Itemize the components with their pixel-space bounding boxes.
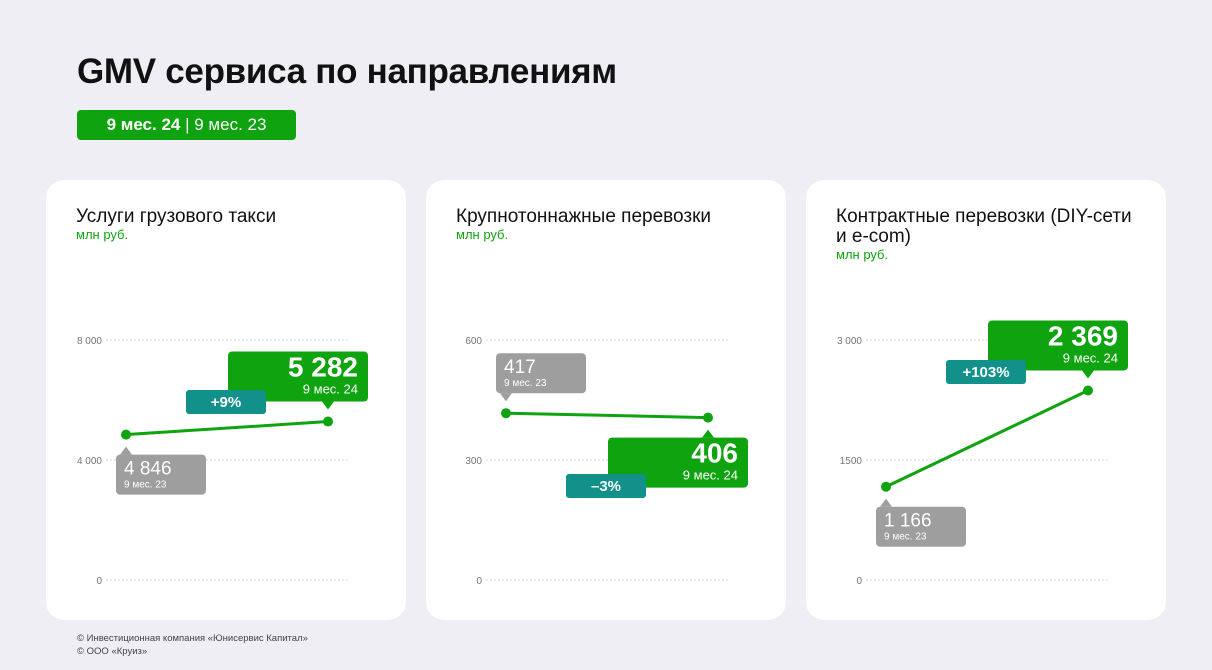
chart-unit: млн руб. [76, 227, 129, 242]
period-label: 9 мес. 24 [1063, 350, 1118, 365]
change-badge [186, 390, 266, 414]
period-toggle[interactable]: 9 мес. 24 | 9 мес. 23 [77, 110, 296, 140]
footer-line: © Инвестиционная компания «Юнисервис Кап… [77, 633, 308, 644]
y-tick-label: 300 [465, 456, 482, 467]
chart-unit: млн руб. [836, 247, 889, 262]
footer-copyright: © Инвестиционная компания «Юнисервис Кап… [77, 632, 308, 658]
period-label: 9 мес. 23 [124, 480, 167, 491]
y-tick-label: 8 000 [77, 336, 102, 347]
page-title: GMV сервиса по направлениям [77, 52, 617, 91]
y-tick-label: 1500 [840, 456, 863, 467]
value-callout [228, 351, 368, 402]
chart-title: Контрактные перевозки (DIY-сети и e-com) [836, 206, 1132, 247]
period-separator: | [185, 115, 190, 134]
y-tick-label: 0 [476, 576, 482, 587]
y-tick-label: 3 000 [837, 336, 862, 347]
change-label: +103% [962, 364, 1009, 381]
data-point [501, 408, 511, 419]
y-tick-label: 600 [465, 336, 482, 347]
value-callout [876, 506, 966, 547]
value-callout [988, 320, 1128, 371]
data-point [1083, 385, 1093, 396]
change-badge [566, 474, 646, 498]
chart-card-cargo-taxi: Услуги грузового такси млн руб. 0 4 000 8 … [46, 180, 406, 620]
period-label: 9 мес. 23 [504, 378, 547, 389]
change-label: +9% [211, 394, 241, 411]
chart-card-contract-shipping: Контрактные перевозки (DIY-сети и e-com)… [806, 180, 1166, 620]
value-label: 2 369 [1048, 320, 1118, 351]
series-line [125, 420, 329, 437]
y-tick-label: 0 [856, 576, 862, 587]
callout-pointer [880, 498, 892, 507]
series-line [505, 411, 709, 420]
y-tick-label: 0 [96, 576, 102, 587]
chart-title: Услуги грузового такси [76, 206, 277, 227]
data-point [703, 412, 713, 423]
callout-pointer [120, 446, 132, 455]
value-callout [116, 454, 206, 495]
data-point [121, 429, 131, 440]
series-line [885, 389, 1089, 489]
callout-pointer [500, 393, 512, 402]
chart-title: Крупнотоннажные перевозки [456, 206, 712, 227]
chart-card-heavy-freight: Крупнотоннажные перевозки млн руб. 0 300 6… [426, 180, 786, 620]
callout-pointer [1082, 370, 1094, 379]
period-active[interactable]: 9 мес. 24 [106, 115, 181, 134]
chart-unit: млн руб. [456, 227, 509, 242]
y-tick-label: 4 000 [77, 456, 102, 467]
callout-pointer [702, 429, 714, 438]
period-label: 9 мес. 24 [683, 468, 738, 483]
value-label: 1 166 [884, 511, 932, 532]
data-point [881, 481, 891, 492]
data-point [323, 416, 333, 427]
period-label: 9 мес. 23 [884, 532, 927, 543]
callout-pointer [322, 401, 334, 410]
change-label: –3% [591, 478, 621, 495]
value-label: 4 846 [124, 459, 172, 480]
value-label: 406 [691, 438, 738, 469]
change-badge [946, 360, 1026, 384]
value-callout [496, 353, 586, 394]
period-label: 9 мес. 24 [303, 382, 358, 397]
value-label: 417 [504, 357, 536, 378]
period-inactive[interactable]: 9 мес. 23 [194, 115, 267, 134]
footer-line: © ООО «Круиз» [77, 646, 148, 657]
value-label: 5 282 [288, 352, 358, 383]
